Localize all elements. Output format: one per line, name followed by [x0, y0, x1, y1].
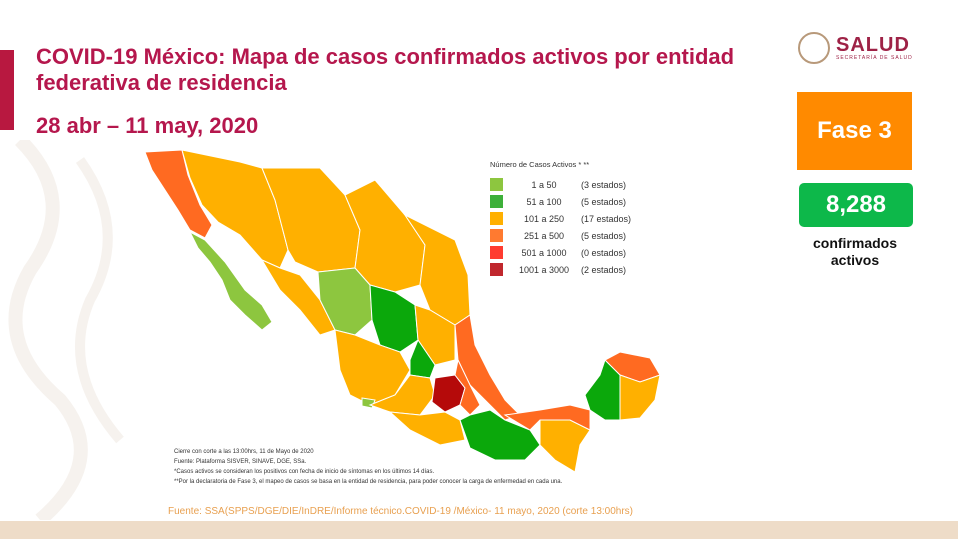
- legend-range: 51 a 100: [526, 196, 562, 207]
- eagle-seal-icon: [798, 32, 830, 64]
- footnote: Fuente: Plataforma SISVER, SINAVE, DGE, …: [174, 459, 307, 465]
- legend-item: 1001 a 3000 (2 estados): [490, 261, 631, 278]
- legend-range: 251 a 500: [523, 230, 565, 241]
- legend-count: (3 estados): [581, 179, 627, 190]
- footer-bar: [0, 521, 958, 539]
- footnote: **Por la declaratoria de Fase 3, el mape…: [174, 479, 563, 485]
- state-baja-california-sur: [188, 230, 273, 331]
- legend-item: 501 a 1000 (0 estados): [490, 244, 631, 261]
- state-guerrero: [388, 411, 466, 446]
- legend-swatch: [490, 246, 503, 259]
- footnote: Cierre con corte a las 13:00hrs, 11 de M…: [174, 449, 314, 455]
- logo-sub-text: SECRETARÍA DE SALUD: [836, 55, 913, 61]
- state-puebla: [454, 358, 481, 416]
- legend-swatch: [490, 229, 503, 242]
- footnotes: Cierre con corte a las 13:00hrs, 11 de M…: [174, 447, 562, 487]
- legend-count: (2 estados): [581, 264, 627, 275]
- legend-item: 51 a 100 (5 estados): [490, 193, 631, 210]
- legend-item: 251 a 500 (5 estados): [490, 227, 631, 244]
- legend-range: 501 a 1000: [521, 247, 567, 258]
- salud-logo: SALUD SECRETARÍA DE SALUD: [798, 32, 913, 64]
- legend-count: (0 estados): [581, 247, 627, 258]
- legend-range: 1 a 50: [531, 179, 557, 190]
- legend-count: (5 estados): [581, 196, 627, 207]
- legend-title: Número de Casos Activos * **: [490, 160, 590, 169]
- legend-item: 1 a 50 (3 estados): [490, 176, 631, 193]
- state-quintana-roo: [619, 374, 661, 421]
- legend-swatch: [490, 178, 503, 191]
- state-zacatecas: [369, 284, 419, 353]
- state-coahuila: [344, 179, 426, 293]
- phase-badge: Fase 3: [797, 92, 912, 170]
- legend-item: 101 a 250 (17 estados): [490, 210, 631, 227]
- legend-count: (5 estados): [581, 230, 627, 241]
- active-cases-count: 8,288: [799, 183, 913, 227]
- state-michoacan: [368, 374, 436, 416]
- state-oaxaca: [459, 409, 541, 461]
- legend-count: (17 estados): [581, 213, 632, 224]
- logo-main-text: SALUD: [836, 34, 910, 56]
- legend-range: 1001 a 3000: [518, 264, 570, 275]
- active-cases-label: confirmados activos: [812, 235, 897, 268]
- legend-range: 101 a 250: [523, 213, 565, 224]
- legend-swatch: [490, 212, 503, 225]
- map-legend: Número de Casos Activos * ** 1 a 50 (3 e…: [490, 160, 631, 278]
- state-jalisco: [334, 329, 411, 406]
- date-range: 28 abr – 11 may, 2020: [36, 113, 259, 138]
- state-tabasco: [503, 404, 591, 431]
- legend-swatch: [490, 263, 503, 276]
- state-durango: [317, 267, 373, 336]
- legend-swatch: [490, 195, 503, 208]
- accent-bar: [0, 50, 14, 130]
- footnote: *Casos activos se consideran los positiv…: [174, 469, 435, 475]
- source-line: Fuente: SSA(SPPS/DGE/DIE/InDRE/Informe t…: [168, 506, 633, 517]
- state-baja-california: [144, 149, 213, 239]
- page-title: COVID-19 México: Mapa de casos confirmad…: [36, 44, 735, 95]
- decorative-pattern: [8, 140, 124, 520]
